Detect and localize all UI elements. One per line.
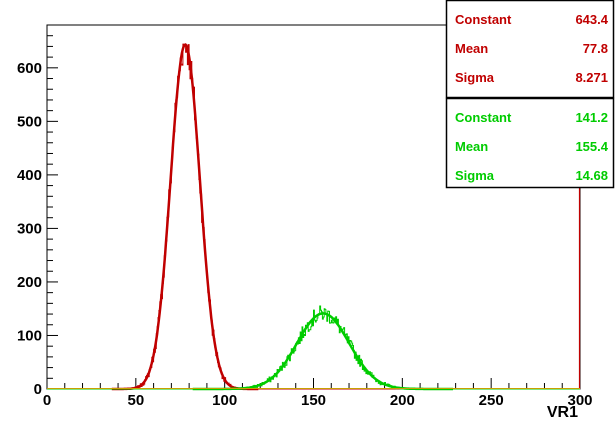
x-tick-label: 0 <box>43 392 51 409</box>
x-axis-ticks: 0 50 100 150 200 250 300 <box>43 378 593 409</box>
stats-value: 155.4 <box>575 139 608 154</box>
stats-box <box>445 0 615 99</box>
y-tick-label: 600 <box>17 60 42 77</box>
y-tick-label: 0 <box>34 381 42 398</box>
x-tick-label: 300 <box>567 392 592 409</box>
x-tick-label: 150 <box>301 392 326 409</box>
stats-label: Sigma <box>455 70 495 85</box>
stats-label: Sigma <box>455 168 495 183</box>
stats-label: Mean <box>455 139 488 154</box>
stats-value: 643.4 <box>575 12 608 27</box>
series-layer <box>47 43 581 391</box>
stats-value: 141.2 <box>575 110 608 125</box>
y-tick-label: 200 <box>17 274 42 291</box>
y-tick-label: 400 <box>17 167 42 184</box>
y-axis-ticks: 0 100 200 300 400 500 600 <box>17 24 58 398</box>
x-axis-title: VR1 <box>547 404 578 421</box>
gaussian-fit-curve <box>192 312 453 391</box>
y-tick-label: 100 <box>17 327 42 344</box>
x-tick-label: 200 <box>390 392 415 409</box>
x-tick-label: 50 <box>127 392 144 409</box>
stats-value: 14.68 <box>575 168 608 183</box>
stats-value: 77.8 <box>583 41 608 56</box>
x-tick-label: 100 <box>212 392 237 409</box>
stats-label: Mean <box>455 41 488 56</box>
stats-boxes: Constant 643.4 Mean 77.8 Sigma 8.271 Constant 1… <box>445 0 615 189</box>
x-tick-label: 250 <box>479 392 504 409</box>
stats-label: Constant <box>455 12 512 27</box>
stats-label: Constant <box>455 110 512 125</box>
gaussian-fit-curve <box>111 43 259 391</box>
y-tick-label: 500 <box>17 113 42 130</box>
stats-box <box>445 97 615 189</box>
stats-value: 8.271 <box>575 70 608 85</box>
y-tick-label: 300 <box>17 220 42 237</box>
